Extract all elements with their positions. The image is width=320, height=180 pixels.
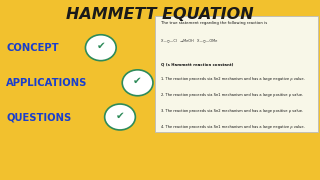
Text: APPLICATIONS: APPLICATIONS: [6, 78, 88, 88]
Text: 3. The reaction proceeds via Sn2 mechanism and has a large positive ρ value.: 3. The reaction proceeds via Sn2 mechani…: [161, 109, 303, 113]
Text: 1. The reaction proceeds via Sn2 mechanism and has a large negative ρ value.: 1. The reaction proceeds via Sn2 mechani…: [161, 77, 304, 81]
Text: 4. The reaction proceeds via Sn1 mechanism and has a large negative ρ value.: 4. The reaction proceeds via Sn1 mechani…: [161, 125, 304, 129]
Text: 2. The reaction proceeds via Sn1 mechanism and has a large positive ρ value.: 2. The reaction proceeds via Sn1 mechani…: [161, 93, 303, 97]
Text: Q (s Hammett reaction constant): Q (s Hammett reaction constant): [161, 62, 233, 66]
Text: ✔: ✔: [116, 111, 124, 121]
Text: HAMMETT EQUATION: HAMMETT EQUATION: [66, 7, 254, 22]
Text: QUESTIONS: QUESTIONS: [6, 112, 72, 122]
Text: ✔: ✔: [96, 41, 105, 51]
Ellipse shape: [85, 35, 116, 61]
Text: X—○—Cl   →MeOH   X—○—OMe: X—○—Cl →MeOH X—○—OMe: [161, 39, 217, 43]
FancyBboxPatch shape: [155, 16, 318, 132]
Text: The true statement regarding the following reaction is: The true statement regarding the followi…: [161, 21, 267, 25]
Ellipse shape: [122, 70, 153, 96]
Text: ✔: ✔: [133, 76, 142, 86]
Ellipse shape: [105, 104, 135, 130]
Text: CONCEPT: CONCEPT: [6, 43, 59, 53]
